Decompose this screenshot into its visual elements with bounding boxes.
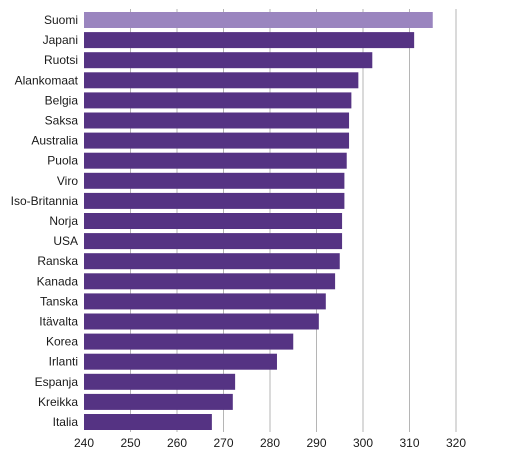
- bar-espanja: [84, 373, 236, 390]
- bar-kreikka: [84, 393, 233, 410]
- x-tick-label: 250: [120, 436, 140, 450]
- bar-saksa: [84, 112, 350, 129]
- bar-belgia: [84, 92, 352, 109]
- bar-ruotsi: [84, 52, 373, 69]
- category-label: Belgia: [45, 93, 79, 107]
- category-label: Ruotsi: [44, 53, 78, 67]
- category-label: Saksa: [45, 114, 79, 128]
- bar-kanada: [84, 273, 336, 290]
- bar-suomi: [84, 12, 433, 28]
- x-axis-ticks: 240 250 260 270 280 290 300 310 320: [74, 436, 466, 450]
- bar-australia: [84, 132, 350, 149]
- category-label: Espanja: [35, 375, 79, 389]
- category-label: Australia: [31, 134, 78, 148]
- category-label: Kreikka: [38, 395, 78, 409]
- x-tick-label: 260: [167, 436, 187, 450]
- category-label: Korea: [46, 335, 78, 349]
- bar-japani: [84, 32, 415, 49]
- category-label: Italia: [53, 415, 79, 429]
- bar-irlanti: [84, 353, 277, 370]
- category-label: Viro: [57, 174, 78, 188]
- category-label: USA: [53, 234, 78, 248]
- category-label: Japani: [43, 33, 78, 47]
- x-tick-label: 320: [446, 436, 466, 450]
- category-label: Ranska: [37, 254, 78, 268]
- category-label: Suomi: [44, 13, 78, 27]
- category-label: Norja: [49, 214, 78, 228]
- x-tick-label: 240: [74, 436, 94, 450]
- category-label: Puola: [47, 154, 78, 168]
- category-label: Iso-Britannia: [11, 194, 79, 208]
- bar-ranska: [84, 253, 340, 270]
- bar-korea: [84, 333, 294, 350]
- bar-usa: [84, 233, 343, 250]
- category-label: Alankomaat: [15, 73, 79, 87]
- bar-italia: [84, 414, 212, 430]
- bar-puola: [84, 152, 347, 169]
- x-tick-label: 290: [306, 436, 326, 450]
- category-label: Tanska: [40, 294, 78, 308]
- bar-norja: [84, 213, 343, 229]
- category-labels: Suomi Japani Ruotsi Alankomaat Belgia Saksa Au…: [11, 13, 79, 429]
- x-tick-label: 310: [399, 436, 419, 450]
- bar-tanska: [84, 293, 326, 310]
- bars: [84, 12, 433, 430]
- bar-itävalta: [84, 313, 319, 330]
- x-tick-label: 300: [353, 436, 373, 450]
- category-label: Itävalta: [39, 315, 78, 329]
- x-tick-label: 270: [213, 436, 233, 450]
- x-tick-label: 280: [260, 436, 280, 450]
- category-label: Kanada: [37, 274, 79, 288]
- bar-alankomaat: [84, 72, 359, 89]
- bar-viro: [84, 172, 345, 189]
- bar-iso-britannia: [84, 192, 345, 209]
- category-label: Irlanti: [49, 355, 78, 369]
